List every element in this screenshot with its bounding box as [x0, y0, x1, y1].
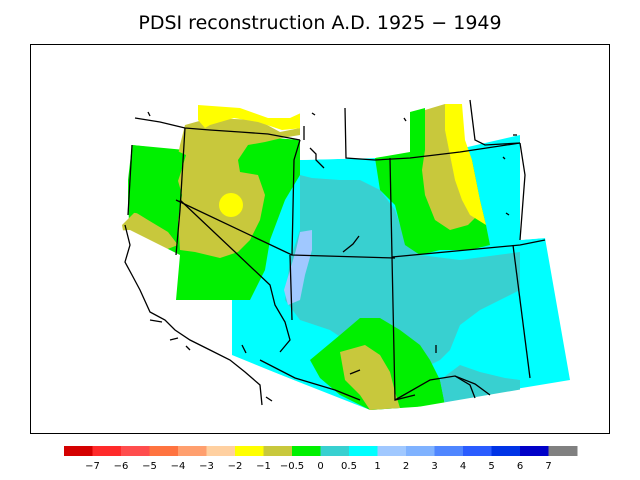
legend-swatch [434, 446, 464, 456]
legend-tick-label: 2 [403, 461, 409, 472]
legend-tick-label: 3 [431, 461, 437, 472]
legend-tick-label: 5 [488, 461, 494, 472]
legend-tick-label: 6 [517, 461, 523, 472]
legend-swatch [320, 446, 350, 456]
legend-swatch [520, 446, 549, 456]
legend-swatch [178, 446, 207, 456]
legend-tick-label: 0 [317, 461, 323, 472]
legend-tick-label: −0.5 [280, 461, 304, 472]
legend-swatch [235, 446, 264, 456]
legend-swatch [377, 446, 407, 456]
legend-tick-label: 4 [460, 461, 466, 472]
region-olive-arizona [340, 345, 400, 410]
legend-tick-label: −3 [199, 461, 214, 472]
region-green-montana-top [410, 108, 425, 155]
legend-swatch [206, 446, 236, 456]
legend-swatch [406, 446, 435, 456]
pdsi-field [122, 104, 570, 410]
lakes-islands [147, 111, 517, 402]
legend-swatch [92, 446, 122, 456]
legend-swatch [149, 446, 179, 456]
region-yellow-wyoming [445, 104, 486, 225]
region-olive-nv [175, 118, 300, 258]
legend-tick-label: −2 [228, 461, 243, 472]
masks [32, 100, 605, 430]
legend-tick-label: 7 [545, 461, 551, 472]
legend-swatch [263, 446, 293, 456]
legend-swatch [463, 446, 492, 456]
legend-tick-label: −4 [171, 461, 186, 472]
legend: −7 −6 −5 −4 −3 −2 −1 −0.5 0 0.5 1 2 3 4 5 6 7 [64, 446, 578, 472]
region-yellow-spot [219, 193, 243, 217]
legend-swatch [292, 446, 321, 456]
legend-swatch [121, 446, 150, 456]
legend-swatch [548, 446, 578, 456]
region-green-oregon [128, 145, 186, 215]
map-title: PDSI reconstruction A.D. 1925 − 1949 [138, 12, 502, 34]
legend-tick-label: −7 [85, 461, 100, 472]
legend-swatch [64, 446, 93, 456]
region-yellow-north-west [198, 105, 303, 130]
legend-tick-label: −1 [256, 461, 271, 472]
legend-tick-label: 1 [374, 461, 380, 472]
legend-swatch [349, 446, 378, 456]
legend-swatch [491, 446, 521, 456]
region-teal-central [285, 175, 520, 375]
boundaries [124, 99, 546, 406]
legend-tick-label: 0.5 [341, 461, 357, 472]
legend-tick-label: −5 [142, 461, 157, 472]
legend-tick-label: −6 [114, 461, 129, 472]
